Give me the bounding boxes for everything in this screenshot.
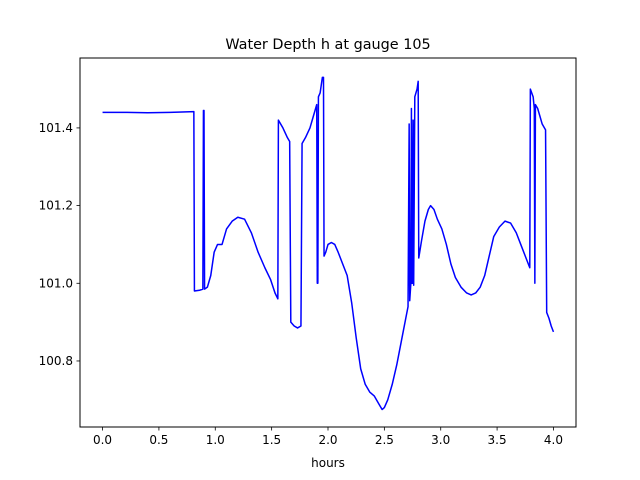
x-tick-label: 1.5: [262, 433, 281, 447]
x-axis: 0.0 0.5 1.0 1.5 2.0 2.5 3.0 3.5 4.0: [93, 427, 563, 447]
x-tick-label: 3.5: [488, 433, 507, 447]
x-axis-label: hours: [311, 456, 345, 470]
y-tick-label: 101.4: [39, 121, 73, 135]
chart-title: Water Depth h at gauge 105: [225, 37, 430, 53]
y-tick-label: 101.0: [39, 276, 73, 290]
plot-frame: [79, 57, 577, 428]
x-tick-label: 2.5: [375, 433, 394, 447]
y-axis: 100.8 101.0 101.2 101.4: [39, 121, 80, 368]
x-tick-label: 4.0: [544, 433, 563, 447]
x-tick-label: 0.0: [93, 433, 112, 447]
y-tick-label: 100.8: [39, 354, 73, 368]
plot-area: [102, 76, 555, 411]
y-tick-label: 101.2: [39, 199, 73, 213]
x-tick-label: 2.0: [318, 433, 337, 447]
x-tick-label: 0.5: [149, 433, 168, 447]
x-tick-label: 3.0: [431, 433, 450, 447]
x-tick-label: 1.0: [206, 433, 225, 447]
series-line-0: [102, 76, 555, 411]
